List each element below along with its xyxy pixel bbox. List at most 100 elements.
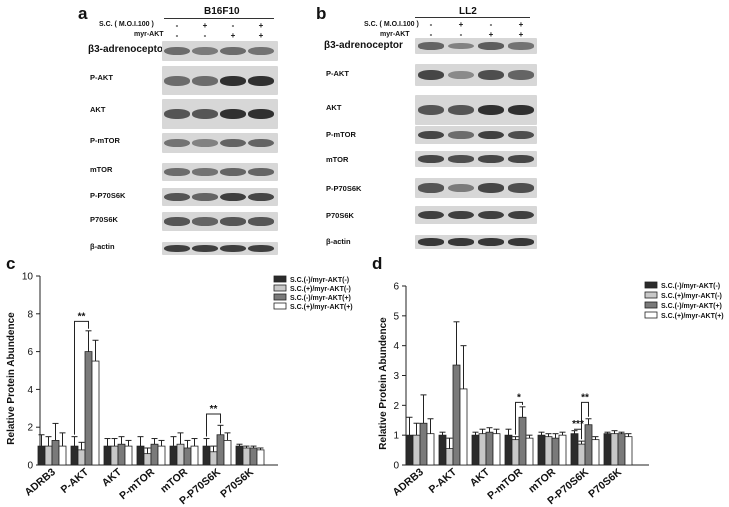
bar — [412, 434, 421, 466]
blot-band — [478, 105, 504, 115]
y-axis-label: Relative Protein Abundence — [6, 312, 17, 445]
blot-label: β-actin — [326, 237, 351, 246]
bar — [471, 434, 480, 466]
y-tick-label: 4 — [27, 385, 33, 396]
blot-label: P-P70S6K — [326, 184, 362, 193]
blot-band — [418, 70, 444, 80]
blot-band — [248, 138, 274, 148]
bar — [445, 448, 454, 466]
condition-label-sc-a: S.C. ( M.O.I.100 ) — [99, 21, 154, 28]
significance-bracket — [74, 320, 89, 435]
bar — [183, 447, 192, 466]
legend-swatch — [273, 275, 287, 283]
blot-image — [415, 206, 537, 224]
blot-band — [448, 42, 474, 50]
bar — [209, 451, 218, 466]
blot-image — [415, 64, 537, 86]
blot-band — [164, 75, 190, 86]
blot-band — [248, 75, 274, 86]
bar — [577, 443, 586, 466]
blot-band — [478, 42, 504, 50]
condition-label-sc-b: S.C. ( M.O.I.100 ) — [364, 21, 419, 28]
blot-label: β3-adrenoceptor — [324, 40, 403, 51]
bar — [51, 440, 60, 466]
blot-band — [418, 105, 444, 115]
bar — [176, 443, 185, 466]
blot-band — [164, 217, 190, 226]
blot-band — [508, 210, 534, 220]
blot-image — [415, 235, 537, 249]
blot-band — [478, 238, 504, 246]
blot-band — [164, 46, 190, 56]
bar — [117, 443, 126, 466]
bar — [511, 439, 520, 466]
bar — [143, 453, 152, 466]
bar — [584, 424, 593, 466]
blot-band — [508, 183, 534, 193]
bar — [70, 445, 79, 466]
y-tick-label: 10 — [22, 272, 34, 283]
legend-label: S.C.(+)/myr-AKT(-) — [290, 286, 351, 293]
condition-sign: + — [258, 31, 264, 40]
bar — [610, 433, 619, 466]
blot-image — [415, 151, 537, 167]
condition-sign: + — [488, 30, 494, 39]
bar — [478, 433, 487, 466]
title-underline-b — [415, 17, 530, 18]
x-tick-label: P-AKT — [427, 466, 460, 496]
blot-band — [478, 155, 504, 163]
bar — [190, 445, 199, 466]
blot-band — [192, 46, 218, 56]
y-tick-label: 4 — [393, 341, 399, 352]
y-tick-label: 0 — [27, 461, 33, 472]
blot-band — [448, 183, 474, 193]
blot-band — [418, 130, 444, 140]
blot-band — [220, 46, 246, 56]
blot-band — [248, 217, 274, 226]
blot-label: P-mTOR — [90, 136, 120, 145]
legend-label: S.C.(-)/myr-AKT(-) — [290, 277, 349, 284]
blot-band — [418, 42, 444, 50]
legend-label: S.C.(-)/myr-AKT(-) — [661, 283, 720, 290]
condition-sign: - — [429, 20, 433, 29]
bar — [223, 440, 232, 466]
panel-letter-b: b — [316, 4, 327, 23]
y-tick-label: 0 — [393, 461, 399, 472]
x-tick-label: AKT — [100, 466, 125, 489]
blot-label: P-AKT — [326, 69, 349, 78]
blot-label: mTOR — [326, 155, 349, 164]
y-tick-label: 3 — [393, 371, 399, 382]
blot-band — [164, 168, 190, 176]
blot-band — [478, 70, 504, 80]
bar — [459, 388, 468, 466]
panel-letter-a: a — [78, 4, 88, 23]
condition-sign: + — [518, 30, 524, 39]
blot-band — [220, 75, 246, 86]
blot-band — [192, 109, 218, 119]
bar — [249, 447, 258, 466]
bar — [419, 422, 428, 466]
blot-band — [248, 46, 274, 56]
blot-label: AKT — [326, 103, 342, 112]
condition-sign: - — [175, 31, 179, 40]
blot-band — [164, 109, 190, 119]
bar — [591, 439, 600, 466]
bar — [617, 433, 626, 466]
blot-image — [415, 126, 537, 144]
bar — [136, 445, 145, 466]
y-tick-label: 2 — [27, 423, 33, 434]
bar — [537, 434, 546, 466]
bar — [103, 445, 112, 466]
condition-sign: + — [518, 20, 524, 29]
significance-mark: ** — [210, 404, 218, 415]
x-tick-label: P70S6K — [218, 466, 256, 501]
bar — [235, 445, 244, 466]
blot-band — [220, 192, 246, 202]
blot-band — [508, 238, 534, 246]
legend-swatch — [644, 301, 658, 309]
blot-band — [248, 244, 274, 253]
bar — [405, 434, 414, 466]
cell-line-title-b: LL2 — [459, 6, 477, 17]
y-tick-label: 5 — [393, 311, 399, 322]
